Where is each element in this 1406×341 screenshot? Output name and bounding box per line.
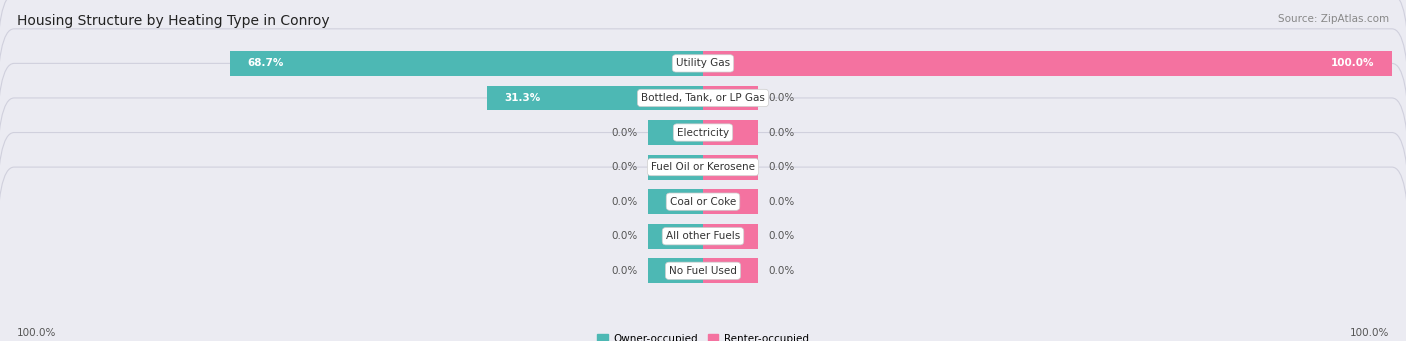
Text: Coal or Coke: Coal or Coke	[669, 197, 737, 207]
Text: Utility Gas: Utility Gas	[676, 58, 730, 69]
FancyBboxPatch shape	[0, 0, 1406, 167]
Text: 0.0%: 0.0%	[612, 266, 637, 276]
Text: 0.0%: 0.0%	[612, 162, 637, 172]
Text: 100.0%: 100.0%	[1350, 328, 1389, 338]
FancyBboxPatch shape	[0, 167, 1406, 341]
Bar	[488, 86, 703, 110]
Text: Housing Structure by Heating Type in Conroy: Housing Structure by Heating Type in Con…	[17, 14, 329, 28]
Text: 100.0%: 100.0%	[1331, 58, 1375, 69]
Bar	[648, 120, 703, 145]
Bar	[229, 51, 703, 76]
Bar	[703, 189, 758, 214]
Text: All other Fuels: All other Fuels	[666, 231, 740, 241]
Text: 0.0%: 0.0%	[612, 197, 637, 207]
Text: 0.0%: 0.0%	[769, 197, 794, 207]
Bar	[703, 224, 758, 249]
Bar	[703, 120, 758, 145]
Text: 31.3%: 31.3%	[505, 93, 541, 103]
Text: Electricity: Electricity	[676, 128, 730, 137]
Bar	[648, 189, 703, 214]
Bar	[703, 155, 758, 179]
Text: 0.0%: 0.0%	[769, 93, 794, 103]
Text: No Fuel Used: No Fuel Used	[669, 266, 737, 276]
Bar	[703, 86, 758, 110]
Bar	[648, 155, 703, 179]
Bar	[703, 51, 1392, 76]
Text: Bottled, Tank, or LP Gas: Bottled, Tank, or LP Gas	[641, 93, 765, 103]
Bar	[703, 258, 758, 283]
Legend: Owner-occupied, Renter-occupied: Owner-occupied, Renter-occupied	[598, 333, 808, 341]
Text: 0.0%: 0.0%	[769, 128, 794, 137]
Text: 0.0%: 0.0%	[612, 231, 637, 241]
Text: 0.0%: 0.0%	[769, 231, 794, 241]
FancyBboxPatch shape	[0, 133, 1406, 340]
FancyBboxPatch shape	[0, 98, 1406, 305]
FancyBboxPatch shape	[0, 29, 1406, 236]
Bar	[648, 224, 703, 249]
Text: 100.0%: 100.0%	[17, 328, 56, 338]
FancyBboxPatch shape	[0, 0, 1406, 202]
FancyBboxPatch shape	[0, 63, 1406, 271]
Text: 0.0%: 0.0%	[612, 128, 637, 137]
Text: 0.0%: 0.0%	[769, 266, 794, 276]
Bar	[648, 258, 703, 283]
Text: Source: ZipAtlas.com: Source: ZipAtlas.com	[1278, 14, 1389, 24]
Text: Fuel Oil or Kerosene: Fuel Oil or Kerosene	[651, 162, 755, 172]
Text: 68.7%: 68.7%	[247, 58, 283, 69]
Text: 0.0%: 0.0%	[769, 162, 794, 172]
